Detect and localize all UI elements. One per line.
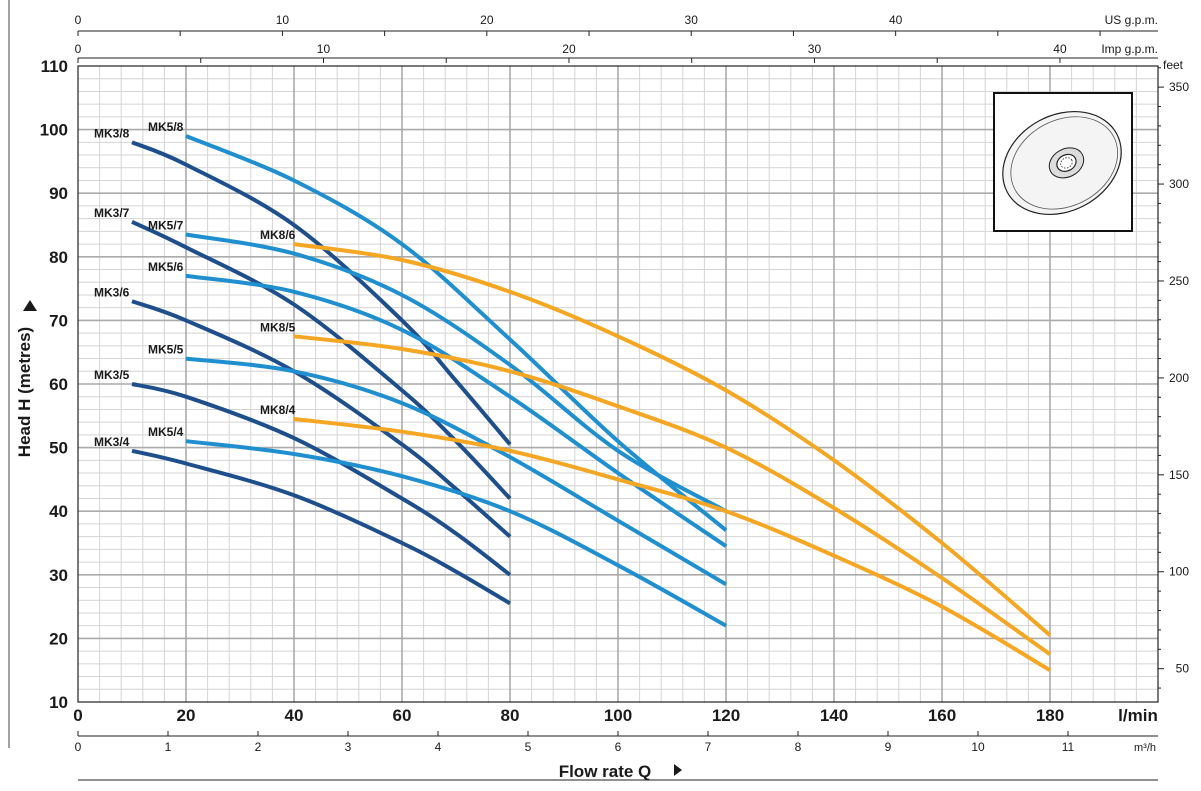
curve-label-mk8-6: MK8/6 [260,228,296,242]
y-tick-label: 90 [49,184,68,203]
curve-mk8-5 [293,334,1052,656]
axes-layer: 0 20 40 60 80 100 120 140 160 180 l/min10203040506… [8,0,1190,781]
m3h-tick-label: 11 [1062,740,1075,754]
us-gpm-tick-label: 10 [276,13,290,27]
plot-frame [77,65,1159,703]
curve-label-mk5-4: MK5/4 [148,425,184,439]
curve-label-mk8-5: MK8/5 [260,320,296,334]
curve-label-mk3-6: MK3/6 [94,285,130,299]
curve-label-mk5-6: MK5/6 [148,260,184,274]
m3h-tick-label: 1 [165,740,172,754]
x-tick-label: 160 [928,706,956,725]
y-tick-label: 30 [49,566,68,585]
m3h-tick-label: 2 [255,740,262,754]
us-gpm-tick-label: 20 [480,13,494,27]
curve-label-mk3-7: MK3/7 [94,206,130,220]
curve-mk5-8 [185,134,728,532]
curve-label-mk3-5: MK3/5 [94,368,130,382]
feet-unit-label: feet [1163,58,1184,72]
us-gpm-tick-label: 30 [685,13,699,27]
imp-gpm-tick-label: 20 [562,42,576,56]
y-tick-label: 70 [49,311,68,330]
feet-tick-label: 100 [1169,565,1189,579]
curve-mk8-6 [293,242,1052,637]
x-tick-label: 40 [285,706,304,725]
major-grid [78,66,1158,702]
x-tick-label: 80 [501,706,520,725]
y-axis-arrow-icon [23,300,37,311]
curve-mk8-4 [293,417,1052,672]
x-axis-title: Flow rate Q [559,762,652,781]
curve-label-mk5-8: MK5/8 [148,120,184,134]
curve-mk5-5 [185,356,728,587]
impeller-spline [1060,157,1073,169]
curve-mk3-5 [131,382,512,577]
m3h-tick-label: 8 [795,740,802,754]
y-tick-label: 50 [49,439,68,458]
y-tick-label: 80 [49,248,68,267]
impeller-inner-ring [1010,116,1119,210]
x-tick-label: 60 [393,706,412,725]
y-axis-title: Head H (metres) [15,327,34,457]
m3h-tick-label: 4 [435,740,442,754]
curve-label-mk8-4: MK8/4 [260,403,296,417]
us-gpm-tick-label: 0 [75,13,82,27]
impeller-illustration [993,92,1133,232]
y-tick-label: 60 [49,375,68,394]
curve-mk5-4 [185,439,727,628]
x-axis-arrow-icon [674,764,682,776]
curve-mk3-4 [131,448,512,606]
curve-label-mk5-5: MK5/5 [148,343,184,357]
curves-layer [131,134,1052,672]
curve-labels-layer: MK3/8 MK3/7 MK3/6 MK3/5 MK3/4 MK5/8 MK5/7 MK5/6… [94,120,296,449]
imp-gpm-tick-label: 30 [808,42,822,56]
x-tick-label: 120 [712,706,740,725]
m3h-tick-label: 5 [525,740,532,754]
curve-label-mk3-8: MK3/8 [94,126,130,140]
imp-gpm-tick-label: 0 [75,42,82,56]
m3h-tick-label: 0 [75,740,82,754]
y-tick-label: 100 [40,121,68,140]
x-unit-label: l/min [1118,706,1158,725]
y-tick-label: 40 [49,502,68,521]
feet-tick-label: 200 [1169,371,1189,385]
feet-tick-label: 250 [1169,274,1189,288]
imp-gpm-tick-label: 40 [1053,42,1067,56]
curve-mk5-7 [185,232,727,513]
feet-tick-label: 300 [1169,177,1189,191]
us-gpm-unit-label: US g.p.m. [1105,13,1158,27]
imp-gpm-unit-label: Imp g.p.m. [1101,42,1158,56]
m3h-tick-label: 6 [615,740,622,754]
feet-tick-label: 150 [1169,468,1189,482]
x-tick-label: 20 [177,706,196,725]
m3h-unit-label: m³/h [1134,742,1156,754]
imp-gpm-tick-label: 10 [317,42,331,56]
y-tick-label: 110 [41,57,68,76]
m3h-tick-label: 7 [705,740,712,754]
curve-label-mk3-4: MK3/4 [94,435,130,449]
y-tick-label: 20 [49,629,68,648]
x-tick-label: 180 [1036,706,1064,725]
us-gpm-tick-label: 40 [889,13,903,27]
m3h-tick-label: 9 [885,740,892,754]
feet-tick-label: 50 [1176,662,1190,676]
y-tick-label: 10 [49,693,68,712]
x-tick-label: 140 [820,706,848,725]
x-tick-label: 0 [73,706,82,725]
curve-mk3-6 [131,299,512,539]
impeller-shaft-hole [1056,153,1077,172]
m3h-tick-label: 3 [345,740,352,754]
feet-tick-label: 350 [1169,80,1189,94]
m3h-tick-label: 10 [971,740,985,754]
curve-label-mk5-7: MK5/7 [148,219,184,233]
x-tick-label: 100 [604,706,632,725]
